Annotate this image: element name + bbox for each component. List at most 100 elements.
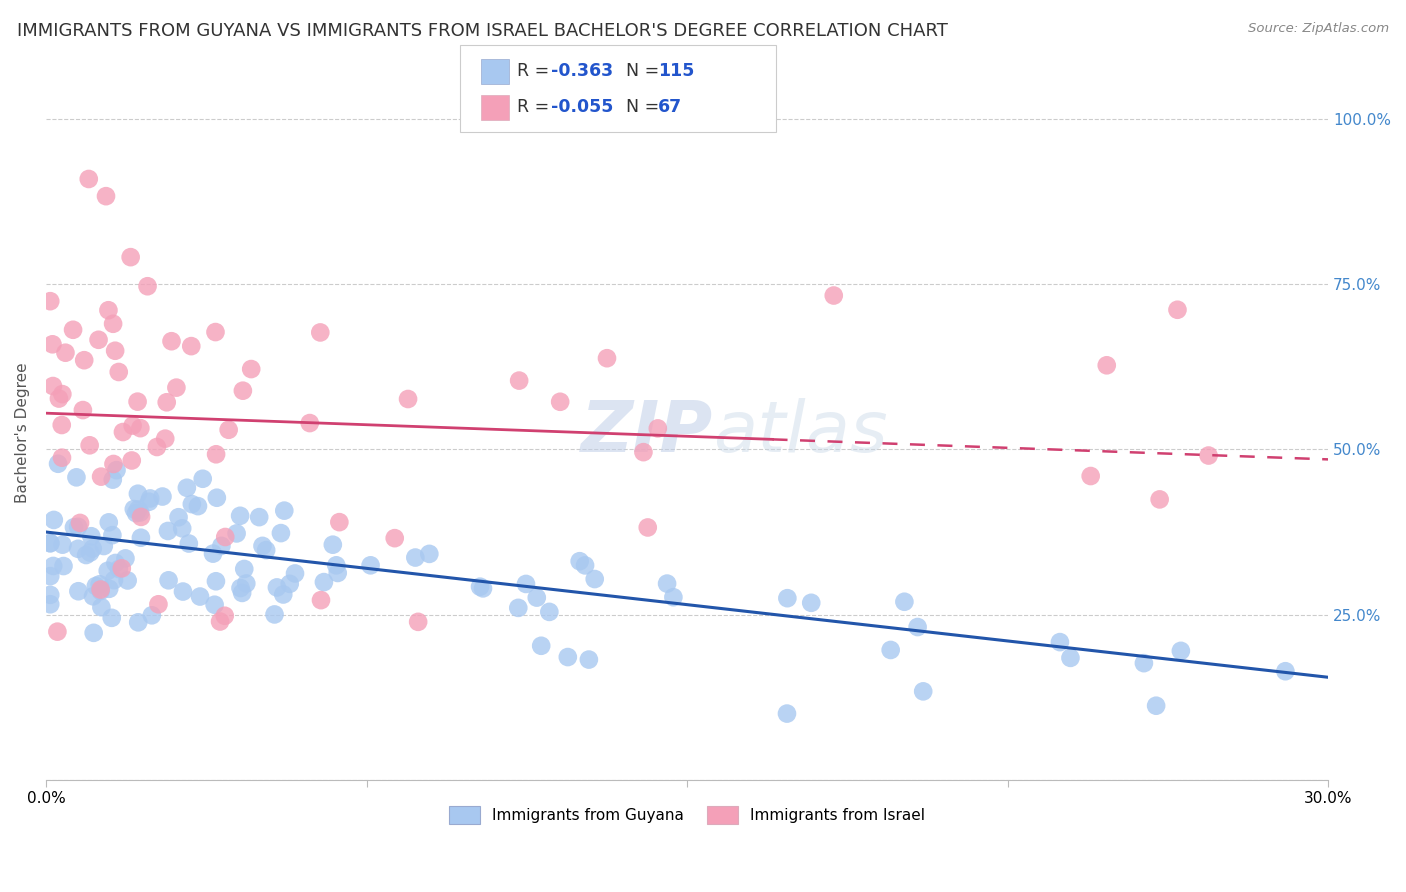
Point [1095,359,1118,373]
Point [637,520,659,534]
Point [152,490,174,504]
Point [51,538,73,552]
Point [105,463,128,477]
Point [823,288,845,302]
Point [67,541,90,556]
Point [104,343,127,358]
Point [141,608,163,623]
Point [247,510,270,524]
Point [90,600,112,615]
Point [108,562,131,576]
Point [204,598,226,612]
Point [117,574,139,588]
Point [633,445,655,459]
Point [165,381,187,395]
Point [107,365,129,379]
Point [67,520,90,534]
Point [180,339,202,353]
Point [776,706,799,721]
Point [42,379,65,393]
Point [776,591,799,606]
Point [82,541,104,556]
Point [235,576,257,591]
Point [578,652,600,666]
Point [406,615,429,629]
Point [103,573,125,587]
Text: R =: R = [517,98,555,116]
Point [129,509,152,524]
Point [273,503,295,517]
Point [129,531,152,545]
Point [97,303,120,318]
Point [55,345,77,359]
Point [515,577,537,591]
Point [266,581,288,595]
Point [121,418,143,433]
Point [125,506,148,520]
Point [662,591,685,605]
Point [69,516,91,530]
Point [209,615,232,629]
Point [157,574,180,588]
Point [574,558,596,573]
Point [104,556,127,570]
Point [72,403,94,417]
Point [97,516,120,530]
Point [79,545,101,559]
Point [101,317,124,331]
Point [229,508,252,523]
Point [75,548,97,562]
Point [111,561,134,575]
Point [51,387,73,401]
Point [80,529,103,543]
Point [508,600,530,615]
Point [209,539,232,553]
Point [1170,644,1192,658]
Point [94,189,117,203]
Point [1080,469,1102,483]
Point [180,497,202,511]
Point [530,639,553,653]
Point [172,584,194,599]
Point [284,566,307,581]
Text: 67: 67 [658,98,682,116]
Point [127,394,149,409]
Point [396,392,419,406]
Point [1049,635,1071,649]
Point [41,337,63,351]
Point [252,539,274,553]
Point [63,520,86,534]
Point [83,625,105,640]
Point [129,421,152,435]
Point [270,526,292,541]
Point [67,584,90,599]
Point [42,558,65,573]
Point [176,481,198,495]
Text: R =: R = [517,62,555,80]
Point [647,421,669,435]
Point [205,574,228,589]
Point [127,502,149,516]
Point [205,447,228,461]
Point [129,505,152,519]
Point [51,450,73,465]
Point [65,470,87,484]
Text: atlas: atlas [713,399,887,467]
Text: IMMIGRANTS FROM GUYANA VS IMMIGRANTS FROM ISRAEL BACHELOR'S DEGREE CORRELATION C: IMMIGRANTS FROM GUYANA VS IMMIGRANTS FRO… [17,22,948,40]
Point [62,323,84,337]
Point [912,684,935,698]
Point [231,586,253,600]
Point [87,333,110,347]
Point [39,597,62,611]
Point [240,362,263,376]
Point [229,581,252,595]
Point [907,620,929,634]
Point [98,582,121,596]
Point [167,510,190,524]
Point [48,392,70,406]
Text: 115: 115 [658,62,695,80]
Point [73,353,96,368]
Point [100,611,122,625]
Point [155,432,177,446]
Point [46,457,69,471]
